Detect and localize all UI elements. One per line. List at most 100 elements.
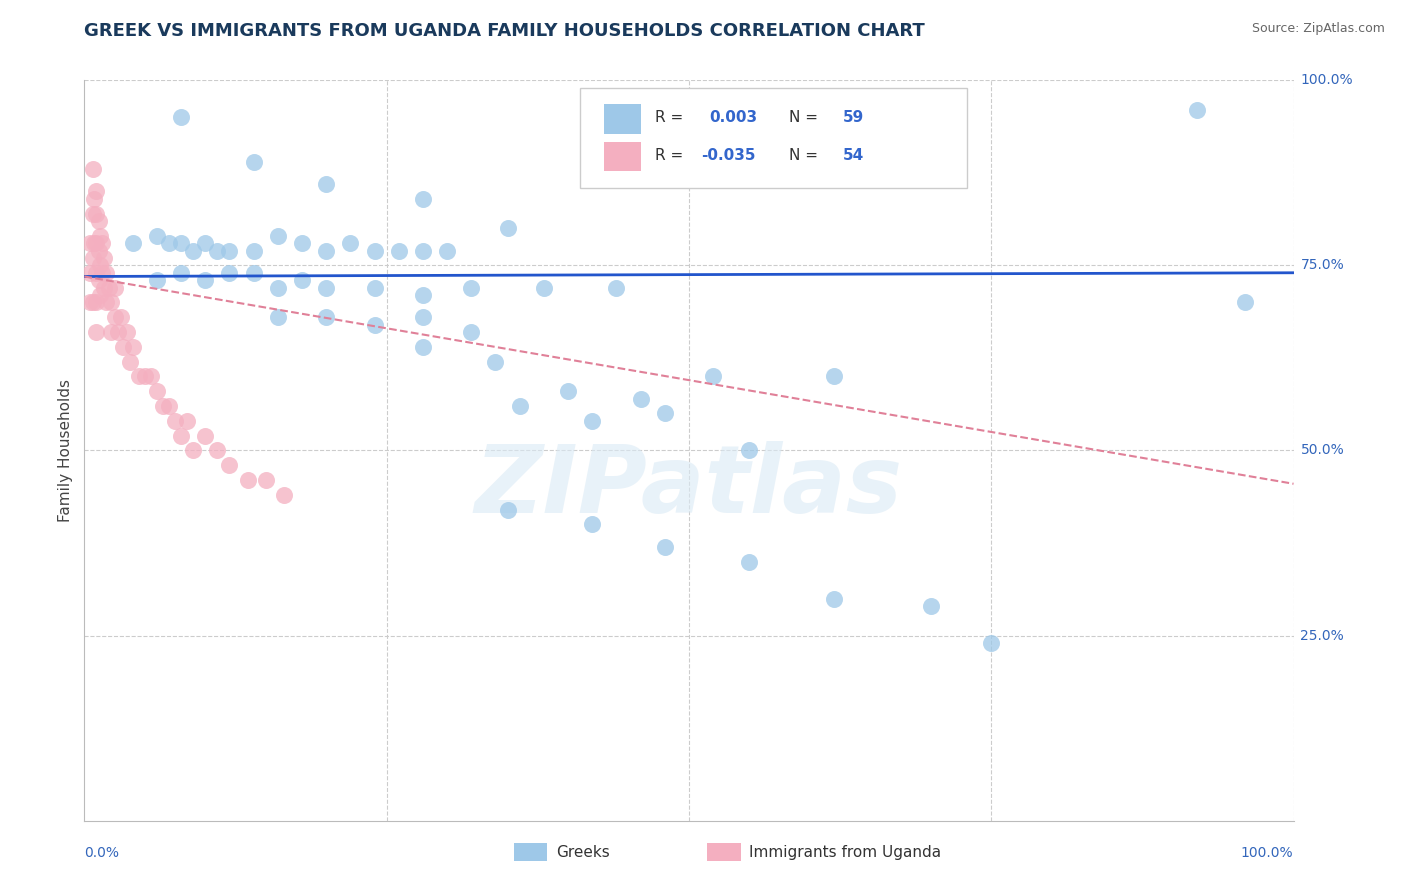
Text: 0.0%: 0.0%: [84, 846, 120, 860]
Point: [194, 428, 217, 442]
Point: [120, 354, 142, 368]
Point: [484, 354, 506, 368]
FancyBboxPatch shape: [581, 87, 967, 187]
Point: [218, 458, 240, 473]
Point: [207, 443, 229, 458]
Point: [93, 251, 115, 265]
Point: [315, 244, 337, 258]
Point: [363, 244, 385, 258]
Point: [157, 399, 180, 413]
Point: [412, 340, 434, 354]
Point: [86, 206, 108, 220]
Text: -0.035: -0.035: [702, 148, 755, 163]
Point: [87, 244, 110, 258]
Point: [100, 295, 122, 310]
Point: [218, 244, 240, 258]
Point: [920, 599, 942, 613]
Point: [1185, 103, 1208, 117]
Point: [86, 266, 108, 280]
Point: [738, 443, 761, 458]
Point: [87, 214, 110, 228]
Point: [79, 266, 101, 280]
Point: [194, 236, 217, 251]
Text: 54: 54: [842, 148, 863, 163]
Point: [82, 295, 104, 310]
Point: [654, 407, 676, 421]
Point: [170, 266, 193, 280]
Point: [115, 325, 138, 339]
Point: [460, 325, 482, 339]
Point: [152, 399, 174, 413]
Point: [170, 428, 193, 442]
Point: [181, 443, 204, 458]
Text: ZIPatlas: ZIPatlas: [475, 442, 903, 533]
Point: [165, 414, 187, 428]
Point: [146, 273, 169, 287]
Point: [412, 244, 434, 258]
Point: [267, 310, 290, 325]
Point: [128, 369, 150, 384]
Point: [242, 266, 264, 280]
FancyBboxPatch shape: [605, 104, 641, 134]
Point: [146, 384, 169, 399]
Point: [267, 280, 290, 294]
Point: [121, 236, 143, 251]
Point: [207, 244, 229, 258]
Point: [82, 206, 104, 220]
Point: [157, 236, 180, 251]
Point: [110, 310, 132, 325]
Text: R =: R =: [655, 148, 683, 163]
Point: [460, 280, 482, 294]
Text: Immigrants from Uganda: Immigrants from Uganda: [749, 845, 942, 860]
Point: [170, 111, 193, 125]
Point: [412, 288, 434, 302]
Point: [557, 384, 579, 399]
Point: [315, 310, 337, 325]
Text: GREEK VS IMMIGRANTS FROM UGANDA FAMILY HOUSEHOLDS CORRELATION CHART: GREEK VS IMMIGRANTS FROM UGANDA FAMILY H…: [84, 21, 925, 39]
Point: [823, 591, 845, 606]
Point: [242, 154, 264, 169]
Point: [738, 555, 761, 569]
Point: [181, 244, 204, 258]
Point: [412, 310, 434, 325]
Point: [581, 414, 603, 428]
Point: [83, 192, 105, 206]
Text: Greeks: Greeks: [555, 845, 610, 860]
Point: [363, 280, 385, 294]
Point: [702, 369, 724, 384]
Point: [581, 517, 603, 532]
Point: [82, 251, 104, 265]
Point: [97, 280, 120, 294]
Point: [291, 273, 314, 287]
Point: [89, 259, 111, 273]
Point: [91, 266, 114, 280]
Point: [654, 540, 676, 554]
Point: [242, 244, 264, 258]
Point: [104, 280, 127, 294]
Point: [315, 280, 337, 294]
Text: 59: 59: [842, 110, 863, 125]
Point: [121, 340, 143, 354]
Point: [533, 280, 555, 294]
Point: [89, 228, 111, 243]
Point: [94, 266, 117, 280]
Point: [86, 236, 108, 251]
FancyBboxPatch shape: [513, 843, 547, 862]
Point: [107, 325, 129, 339]
Text: 25.0%: 25.0%: [1301, 629, 1344, 642]
Point: [134, 369, 156, 384]
Point: [94, 295, 117, 310]
Text: N =: N =: [789, 110, 818, 125]
Text: 75.0%: 75.0%: [1301, 259, 1344, 272]
Point: [86, 325, 108, 339]
Point: [218, 266, 240, 280]
Point: [112, 340, 135, 354]
Point: [273, 488, 295, 502]
Point: [412, 192, 434, 206]
Point: [436, 244, 458, 258]
Text: 0.003: 0.003: [710, 110, 758, 125]
Point: [176, 414, 198, 428]
Point: [315, 177, 337, 191]
Point: [509, 399, 531, 413]
Text: 100.0%: 100.0%: [1241, 846, 1294, 860]
